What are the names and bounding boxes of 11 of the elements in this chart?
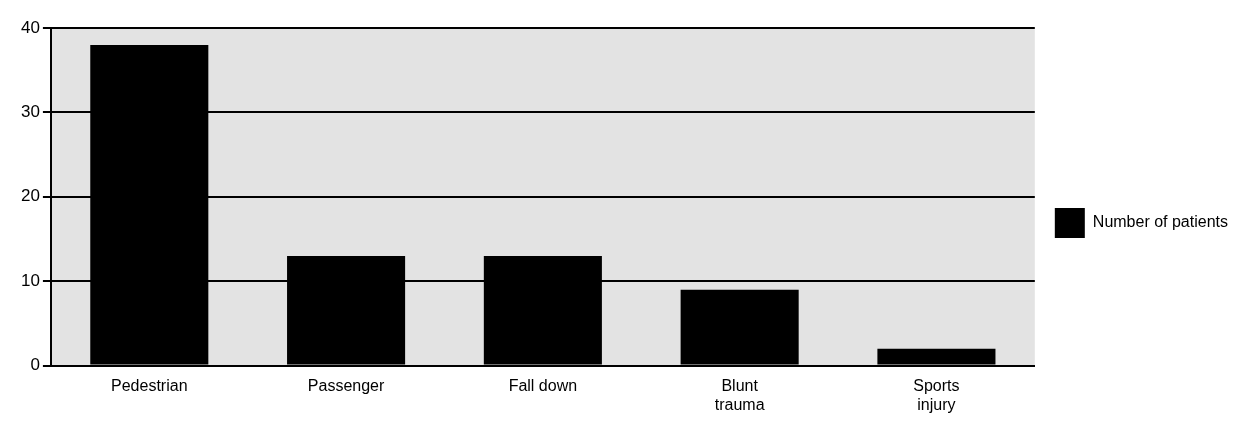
y-tick-label: 40 [20, 17, 40, 37]
y-tick-label: 20 [20, 186, 40, 206]
x-tick-label: Blunt trauma [714, 376, 765, 413]
x-tick-label: Sports injury [913, 376, 960, 413]
x-tick-label: Passenger [307, 376, 385, 394]
x-tick-label: Fall down [508, 376, 578, 394]
y-tick-label: 30 [20, 102, 40, 122]
x-tick-label: Pedestrian [111, 376, 188, 394]
y-tick-label: 0 [30, 355, 40, 375]
legend-label: Number of patients [1092, 213, 1229, 231]
y-tick-label: 10 [20, 270, 40, 290]
